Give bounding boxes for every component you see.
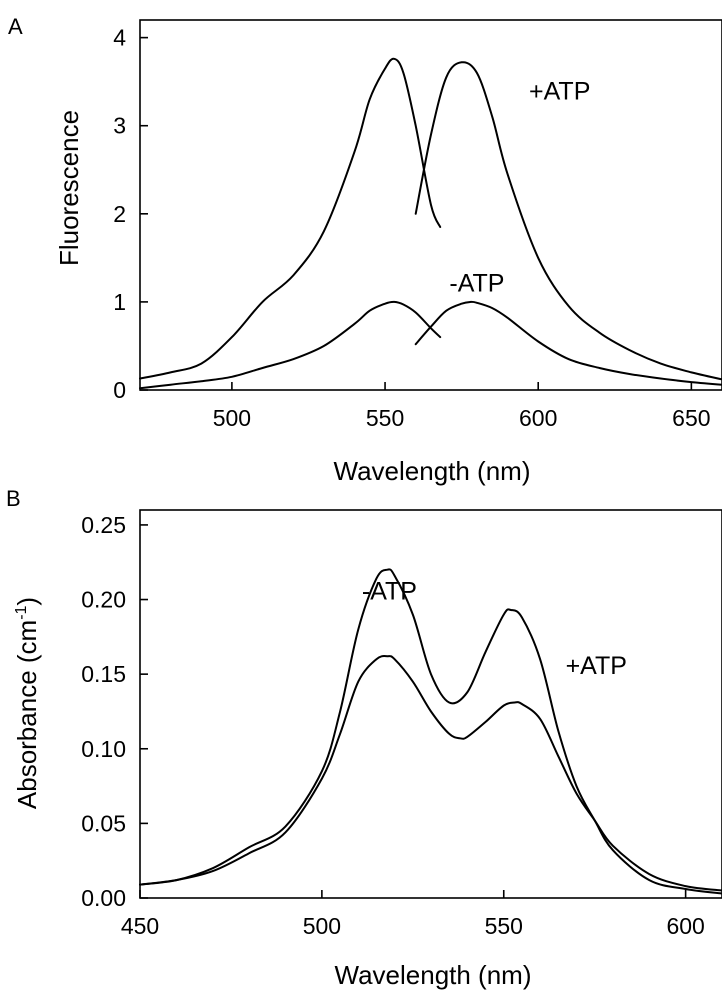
series-line-atp-1	[414, 61, 722, 381]
y-tick-label: 1	[113, 289, 126, 315]
series-annotation: -ATP	[449, 269, 504, 297]
curve-group-b	[139, 568, 722, 895]
annotation-group-b: -ATP +ATP	[362, 578, 627, 681]
y-tick-label: 4	[113, 25, 126, 51]
y-tick-label: 0.05	[81, 810, 126, 836]
y-axis-label-b-close: )	[12, 597, 42, 606]
y-axis-label-b-main: Absorbance (cm	[12, 620, 42, 809]
y-axis-label-b: Absorbance (cm-1)	[12, 597, 42, 809]
tick-group-b: 450 500 550 600 0.00 0.05 0.10 0.15 0.20 0.25	[81, 512, 705, 939]
y-tick-label: 0.10	[81, 736, 126, 762]
series-annotation: +ATP	[566, 652, 627, 680]
panel-label-a: A	[8, 14, 23, 39]
curve-group-a	[139, 57, 722, 390]
panel-label-b: B	[6, 486, 21, 511]
x-tick-label: 500	[213, 405, 251, 431]
y-tick-label: 0.15	[81, 661, 126, 687]
x-tick-label: 600	[666, 913, 704, 939]
x-tick-label: 450	[121, 913, 159, 939]
y-axis-label-b-sup: -1	[13, 605, 30, 619]
series-line-atp-0	[139, 568, 722, 895]
plot-frame-b	[139, 509, 722, 899]
series-line-atp-0	[139, 57, 442, 380]
y-tick-label: 0.20	[81, 587, 126, 613]
x-tick-label: 550	[366, 405, 404, 431]
x-axis-label-b: Wavelength (nm)	[335, 960, 532, 990]
y-tick-label: 3	[113, 113, 126, 139]
x-axis-label-a: Wavelength (nm)	[334, 456, 531, 486]
series-line-atp-3	[414, 300, 722, 386]
x-tick-label: 550	[485, 913, 523, 939]
y-tick-label: 2	[113, 201, 126, 227]
series-line-atp-1	[139, 655, 722, 892]
series-annotation: +ATP	[529, 77, 590, 105]
annotation-group-a: +ATP -ATP	[449, 77, 590, 297]
tick-group-a: 500 550 600 650 0 1 2 3 4	[113, 25, 710, 431]
y-axis-label-a: Fluorescence	[54, 110, 84, 266]
x-tick-label: 600	[519, 405, 557, 431]
y-tick-label: 0	[113, 377, 126, 403]
x-tick-label: 650	[672, 405, 710, 431]
series-line-atp-2	[139, 300, 442, 390]
x-tick-label: 500	[303, 913, 341, 939]
plot-frame-a	[139, 19, 722, 391]
y-tick-label: 0.00	[81, 885, 126, 911]
panel-a: A 500 550 600 650 0 1 2 3 4 +ATP -ATP Wavelength …	[8, 14, 722, 486]
panel-b: B 450 500 550 600 0.00 0.05 0.10 0.15 0.20 0.25 -…	[6, 486, 722, 990]
y-tick-label: 0.25	[81, 512, 126, 538]
series-annotation: -ATP	[362, 578, 417, 606]
